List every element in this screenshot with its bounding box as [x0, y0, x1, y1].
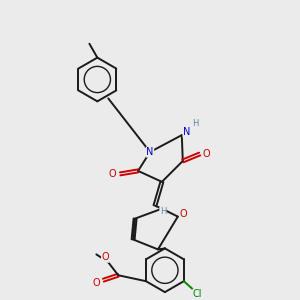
Text: O: O	[92, 278, 100, 288]
Text: H: H	[160, 207, 166, 216]
Text: O: O	[180, 208, 188, 219]
Text: O: O	[101, 252, 109, 262]
Text: Cl: Cl	[193, 289, 202, 299]
Text: N: N	[183, 127, 190, 137]
Text: H: H	[193, 119, 199, 128]
Text: O: O	[108, 169, 116, 179]
Text: N: N	[146, 147, 154, 157]
Text: O: O	[203, 149, 210, 159]
